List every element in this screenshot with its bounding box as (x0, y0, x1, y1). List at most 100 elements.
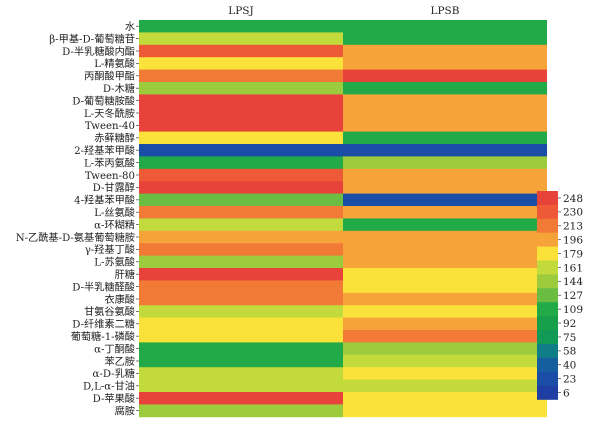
legend-swatch (537, 385, 558, 400)
heatmap-cell (343, 82, 547, 95)
heatmap-cell (343, 230, 547, 244)
legend-swatch (537, 204, 558, 220)
row-label: β-甲基-D-葡萄糖苷 (49, 32, 135, 45)
column-header: LPSJ (228, 5, 253, 17)
row-label: L-精氨酸 (94, 57, 135, 70)
heatmap-cell (139, 367, 343, 380)
legend-label: 23 (563, 373, 576, 385)
heatmap-cell (343, 57, 547, 70)
row-label: α-丁酮酸 (94, 342, 135, 355)
heatmap-cell (139, 292, 343, 306)
heatmap-cell (139, 230, 343, 244)
legend-swatch (537, 330, 558, 345)
heatmap-cell (343, 218, 547, 232)
heatmap-cell (343, 144, 547, 157)
heatmap-cell (343, 255, 547, 269)
heatmap-cell (139, 69, 343, 83)
heatmap-cell (343, 305, 547, 318)
heatmap-cell (343, 168, 547, 182)
heatmap-cell (343, 181, 547, 194)
legend-swatch (537, 260, 558, 275)
legend-label: 230 (563, 207, 583, 219)
heatmap-cell (139, 392, 343, 405)
legend-swatch (537, 302, 558, 317)
heatmap-cell (343, 280, 547, 294)
heatmap-cell (139, 82, 343, 95)
heatmap-cell (343, 44, 547, 58)
heatmap-cell (139, 94, 343, 108)
heatmap-cell (343, 330, 547, 343)
heatmap-cell (139, 131, 343, 145)
heatmap-cell (343, 292, 547, 306)
heatmap-cell (139, 44, 343, 58)
row-label: D-纤维素二糖 (72, 318, 135, 331)
heatmap-cell (343, 69, 547, 83)
row-label: 2-羟基苯甲酸 (74, 144, 135, 157)
heatmap-cell (139, 57, 343, 70)
heatmap-cell (139, 193, 343, 207)
heatmap-cell (343, 206, 547, 219)
row-label: L-天冬酰胺 (84, 107, 135, 120)
row-label: 腐胺 (115, 404, 135, 417)
legend-swatch (537, 288, 558, 303)
legend-swatch (537, 246, 558, 261)
row-label: D-苹果酸 (93, 392, 135, 405)
legend-label: 213 (563, 221, 583, 233)
row-label: 衣康酸 (104, 293, 135, 306)
row-label: α-D-乳糖 (93, 367, 136, 380)
heatmap-cell (139, 255, 343, 269)
legend-swatch (537, 232, 558, 247)
legend-label: 40 (563, 360, 576, 372)
row-label: D,L-α-甘油 (83, 380, 135, 393)
heatmap-cell (343, 354, 547, 368)
heatmap-cell (139, 20, 343, 33)
row-label: 丙酮酸甲酯 (84, 70, 135, 83)
heatmap-cell (139, 317, 343, 331)
heatmap-cell (139, 206, 343, 219)
heatmap-cell (139, 268, 343, 281)
heatmap-cell (139, 119, 343, 132)
heatmap-cell (139, 32, 343, 46)
row-label: 水 (125, 21, 135, 33)
heatmap-cell (343, 20, 547, 33)
legend-swatch (537, 274, 558, 289)
row-label: N-乙酰基-D-氨基葡萄糖胺 (16, 231, 135, 244)
heatmap-cell (343, 243, 547, 256)
column-header: LPSB (431, 5, 460, 17)
heatmap-cell (343, 268, 547, 281)
legend-label: 92 (563, 318, 576, 330)
heatmap-cell (139, 379, 343, 393)
row-label: Tween-80 (85, 171, 135, 182)
heatmap-cell (343, 156, 547, 170)
legend-swatch (537, 343, 558, 359)
heatmap-cell (139, 106, 343, 120)
legend-label: 127 (563, 290, 583, 302)
heatmap-cell (343, 379, 547, 393)
row-label: L-苯丙氨酸 (84, 156, 135, 169)
row-label: 赤藓糖醇 (94, 132, 135, 145)
row-label: 葡萄糖-1-磷酸 (71, 330, 135, 343)
row-label: D-葡萄糖胺酸 (72, 94, 135, 107)
row-label: γ-羟基丁酸 (85, 243, 135, 256)
row-label: 4-羟基苯甲酸 (74, 194, 135, 207)
row-label: 苯乙胺 (104, 355, 135, 368)
row-label: 肝糖 (115, 268, 135, 281)
row-label: 甘氨谷氨酸 (84, 305, 135, 318)
heatmap-cell (343, 94, 547, 108)
heatmap-cell (139, 305, 343, 318)
row-label: D-甘露醇 (93, 181, 135, 194)
heatmap-cell (343, 193, 547, 207)
legend-label: 196 (563, 234, 583, 246)
legend-label: 161 (563, 262, 583, 274)
legend-label: 248 (563, 193, 583, 205)
legend-label: 6 (563, 387, 570, 399)
heatmap-cell (343, 404, 547, 418)
heatmap-cell (343, 119, 547, 132)
legend-label: 58 (563, 346, 576, 358)
row-label: Tween-40 (85, 121, 135, 132)
heatmap-cell (139, 181, 343, 194)
legend-swatch (537, 191, 558, 206)
legend-label: 144 (563, 276, 583, 288)
heatmap-cell (139, 280, 343, 294)
